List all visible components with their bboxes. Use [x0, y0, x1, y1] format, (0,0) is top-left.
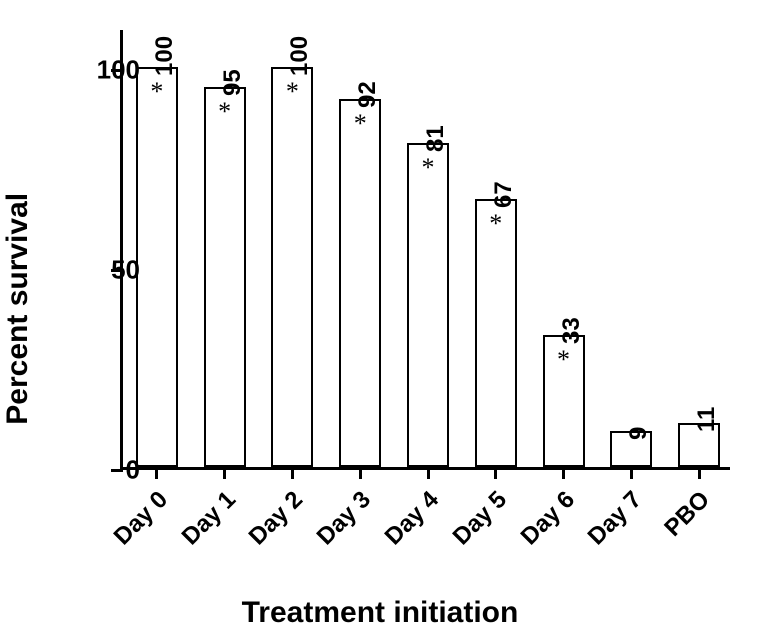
x-tick-label: Day 1: [165, 486, 241, 562]
x-tick: [427, 467, 430, 479]
y-tick-label: 50: [70, 255, 140, 286]
bar: *: [136, 67, 178, 467]
x-tick: [562, 467, 565, 479]
bar: *: [407, 143, 449, 467]
bar: *: [475, 199, 517, 467]
x-tick: [630, 467, 633, 479]
significance-star-icon: *: [489, 209, 502, 239]
survival-bar-chart: Percent survival *100*95*100*92*81*67*33…: [0, 0, 760, 638]
significance-star-icon: *: [286, 77, 299, 107]
significance-star-icon: *: [354, 109, 367, 139]
x-tick-label: Day 7: [572, 486, 648, 562]
bar-value-label: 67: [490, 181, 518, 208]
y-tick-label: 100: [70, 55, 140, 86]
significance-star-icon: *: [218, 97, 231, 127]
bar: *: [339, 99, 381, 467]
x-tick: [494, 467, 497, 479]
x-tick-label: Day 2: [233, 486, 309, 562]
significance-star-icon: *: [421, 153, 434, 183]
significance-star-icon: *: [557, 345, 570, 375]
bar-value-label: 9: [625, 427, 653, 440]
x-tick-label: Day 5: [436, 486, 512, 562]
x-axis-label: Treatment initiation: [0, 596, 760, 630]
bar-value-label: 100: [151, 36, 179, 76]
bar: *: [543, 335, 585, 467]
significance-star-icon: *: [150, 77, 163, 107]
x-tick-label: PBO: [640, 486, 716, 562]
x-tick: [359, 467, 362, 479]
x-tick: [155, 467, 158, 479]
bar: *: [271, 67, 313, 467]
bar: *: [204, 87, 246, 467]
x-tick-label: Day 0: [97, 486, 173, 562]
x-tick-label: Day 4: [368, 486, 444, 562]
plot-area: *100*95*100*92*81*67*33911: [120, 30, 730, 470]
bar-value-label: 33: [558, 317, 586, 344]
bar-value-label: 95: [219, 69, 247, 96]
x-tick: [291, 467, 294, 479]
x-tick-label: Day 6: [504, 486, 580, 562]
x-tick: [698, 467, 701, 479]
bar-value-label: 11: [693, 407, 721, 432]
bar-value-label: 81: [422, 125, 450, 152]
x-tick: [223, 467, 226, 479]
bar-value-label: 100: [286, 36, 314, 76]
x-tick-label: Day 3: [301, 486, 377, 562]
y-axis-label: Percent survival: [1, 193, 35, 425]
bar-value-label: 92: [354, 81, 382, 108]
y-tick-label: 0: [70, 455, 140, 486]
